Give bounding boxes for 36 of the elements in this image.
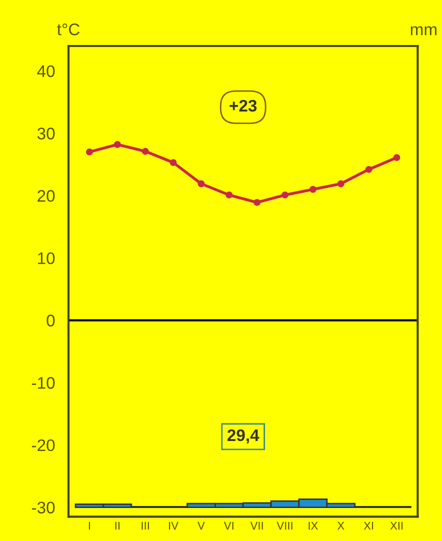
- x-tick-label: X: [337, 522, 344, 530]
- annotation: 29,4: [227, 429, 260, 444]
- x-tick-label: II: [115, 522, 120, 530]
- point: [86, 148, 93, 156]
- x-tick-label: XII: [390, 522, 403, 530]
- x-tick-label: VI: [224, 522, 234, 530]
- y2-axis-title: mm: [410, 26, 436, 36]
- point: [393, 154, 400, 162]
- x-tick-label: V: [198, 522, 205, 530]
- point: [282, 192, 288, 198]
- y-tick-label: -10: [32, 377, 55, 389]
- point: [114, 141, 121, 148]
- x-tick-label: VII: [250, 522, 263, 530]
- y-tick-label: -30: [32, 502, 55, 514]
- y-tick-label: 40: [37, 65, 55, 78]
- y-tick-label: 20: [38, 190, 55, 202]
- point: [254, 198, 261, 206]
- x-tick-label: IX: [308, 522, 318, 530]
- point: [309, 186, 316, 193]
- point: [365, 166, 372, 173]
- point: [198, 180, 205, 188]
- y-tick-label: 0: [46, 314, 55, 326]
- point: [170, 159, 177, 166]
- x-tick-label: III: [142, 522, 149, 530]
- y-tick-label: 30: [37, 128, 55, 140]
- x-tick-label: VIII: [276, 522, 292, 530]
- x-tick-label: IV: [169, 522, 178, 530]
- y-tick-label: -20: [32, 439, 55, 452]
- annotation: +23: [230, 100, 257, 112]
- x-tick-label: I: [88, 522, 90, 530]
- y-axis-title: t°C: [57, 24, 80, 36]
- y-tick-label: 10: [38, 252, 55, 264]
- point: [226, 192, 233, 198]
- x-tick-label: XI: [364, 522, 374, 530]
- point: [337, 180, 344, 188]
- point: [142, 148, 149, 155]
